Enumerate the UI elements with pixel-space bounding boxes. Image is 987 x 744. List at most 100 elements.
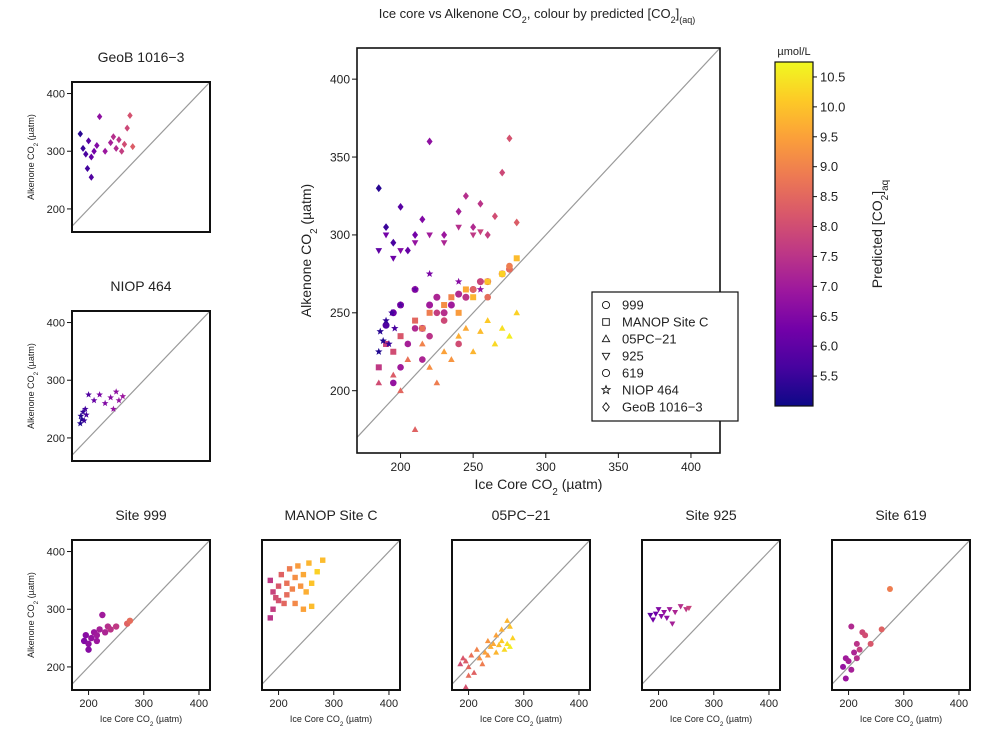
data-point-triangle-up <box>455 332 462 339</box>
data-point-triangle-up <box>462 324 470 331</box>
data-point-star <box>119 392 127 400</box>
legend-label: GeoB 1016−3 <box>622 400 703 415</box>
x-tick-label: 300 <box>515 698 533 710</box>
plot-frame <box>641 539 781 691</box>
data-point-triangle-down <box>390 255 397 262</box>
data-point-triangle-up <box>375 379 383 386</box>
data-point-square <box>267 615 273 621</box>
data-point-diamond <box>441 231 448 239</box>
legend-marker <box>601 368 611 378</box>
x-tick-label: 300 <box>325 698 343 710</box>
legend-marker <box>602 318 610 326</box>
data-point-square <box>295 563 301 569</box>
colorbar-tick-label: 6.0 <box>820 339 838 354</box>
data-point-square <box>314 569 320 575</box>
y-tick-label: 300 <box>47 146 65 158</box>
y-tick-label: 200 <box>47 662 65 674</box>
data-point-circle <box>82 631 90 639</box>
data-point-star <box>85 391 92 398</box>
legend-label: 925 <box>622 349 644 364</box>
data-point-square <box>300 571 307 578</box>
y-tick-label: 400 <box>47 317 65 329</box>
data-point-triangle-down <box>477 229 484 236</box>
data-point-triangle-up <box>477 328 484 334</box>
panels: 200 250 300 350 400 200 250 300 350 400 Ice Core C… <box>26 47 971 728</box>
data-point-triangle-up <box>495 641 502 648</box>
data-point-triangle-up <box>469 348 477 355</box>
data-point-circle <box>93 637 101 645</box>
y-axis-label: Alkenone CO2 (µatm) <box>26 114 40 200</box>
plot-frame <box>71 539 211 691</box>
data-point-star <box>476 285 485 293</box>
data-point-square <box>390 348 397 355</box>
data-point-circle-small <box>455 340 462 348</box>
plot-frame <box>71 310 211 462</box>
data-point-triangle-up <box>473 646 480 652</box>
panel-site925: 200 300 400 Site 925 Ice Core CO2 (µatm) <box>641 507 781 728</box>
points-pc21 <box>457 617 516 690</box>
data-point-square <box>419 325 426 332</box>
data-point-triangle-up <box>462 658 469 664</box>
panel-title: GeoB 1016−3 <box>98 49 185 65</box>
legend-marker <box>600 384 612 395</box>
data-point-triangle-up <box>476 655 483 661</box>
data-point-star <box>112 388 120 395</box>
data-point-square <box>286 566 293 572</box>
x-tick-label: 200 <box>839 698 857 710</box>
data-point-triangle-up <box>509 634 516 641</box>
panel-title: Site 925 <box>685 507 737 523</box>
data-point-square <box>412 317 419 324</box>
data-point-circle <box>93 631 101 639</box>
data-point-triangle-up <box>404 356 412 362</box>
data-point-circle <box>85 646 92 653</box>
data-point-diamond <box>130 143 136 151</box>
data-point-circle-small <box>867 640 874 647</box>
data-point-square <box>484 278 491 285</box>
data-point-triangle-up <box>506 623 513 629</box>
x-tick-label: 200 <box>649 698 667 710</box>
colorbar-tick-label: 9.0 <box>820 159 838 174</box>
colorbar-unit: µmol/L <box>777 46 810 58</box>
data-point-triangle-down <box>647 612 654 619</box>
data-point-triangle-down <box>661 609 668 616</box>
colorbar-tick-label: 7.0 <box>820 279 838 294</box>
data-point-triangle-up <box>484 652 491 658</box>
data-point-triangle-up <box>465 663 472 670</box>
data-point-circle-small <box>856 646 863 653</box>
data-point-circle-small <box>506 262 513 270</box>
x-tick-label: 400 <box>760 698 778 710</box>
y-tick-label: 200 <box>47 433 65 445</box>
y-tick-label: 250 <box>330 306 350 320</box>
data-point-diamond <box>404 246 411 255</box>
data-point-triangle-up <box>440 348 448 355</box>
data-point-square <box>441 302 448 309</box>
x-axis-label: Ice Core CO2 (µatm) <box>100 714 182 728</box>
data-point-triangle-up <box>501 646 508 652</box>
one-to-one-line <box>72 311 210 456</box>
y-axis-label: Alkenone CO2 (µatm) <box>298 184 320 317</box>
one-to-one-line <box>832 540 970 685</box>
y-tick-label: 400 <box>47 546 65 558</box>
x-tick-label: 200 <box>79 698 97 710</box>
panel-pc21: 200 300 400 05PC−21 Ice Core CO2 (µatm) <box>451 507 591 728</box>
points-site925 <box>647 604 692 627</box>
data-point-square <box>462 286 469 293</box>
one-to-one-line <box>642 540 780 685</box>
data-point-triangle-down <box>652 611 659 617</box>
legend-label: 999 <box>622 298 644 313</box>
one-to-one-line <box>72 82 210 227</box>
data-point-triangle-up <box>462 684 469 690</box>
data-point-square <box>292 574 298 581</box>
y-tick-label: 300 <box>330 228 350 242</box>
data-point-triangle-down <box>658 613 665 620</box>
data-point-triangle-up <box>465 672 472 678</box>
y-tick-label: 300 <box>47 604 65 616</box>
colorbar-tick-label: 6.5 <box>820 309 838 324</box>
y-tick-label: 400 <box>330 72 350 86</box>
x-axis-label: Ice Core CO2 (µatm) <box>670 714 752 728</box>
data-point-star <box>376 327 384 335</box>
data-point-triangle-down <box>469 232 477 239</box>
data-point-diamond <box>88 173 95 181</box>
figure-title: Ice core vs Alkenone CO2, colour by pred… <box>379 6 696 25</box>
